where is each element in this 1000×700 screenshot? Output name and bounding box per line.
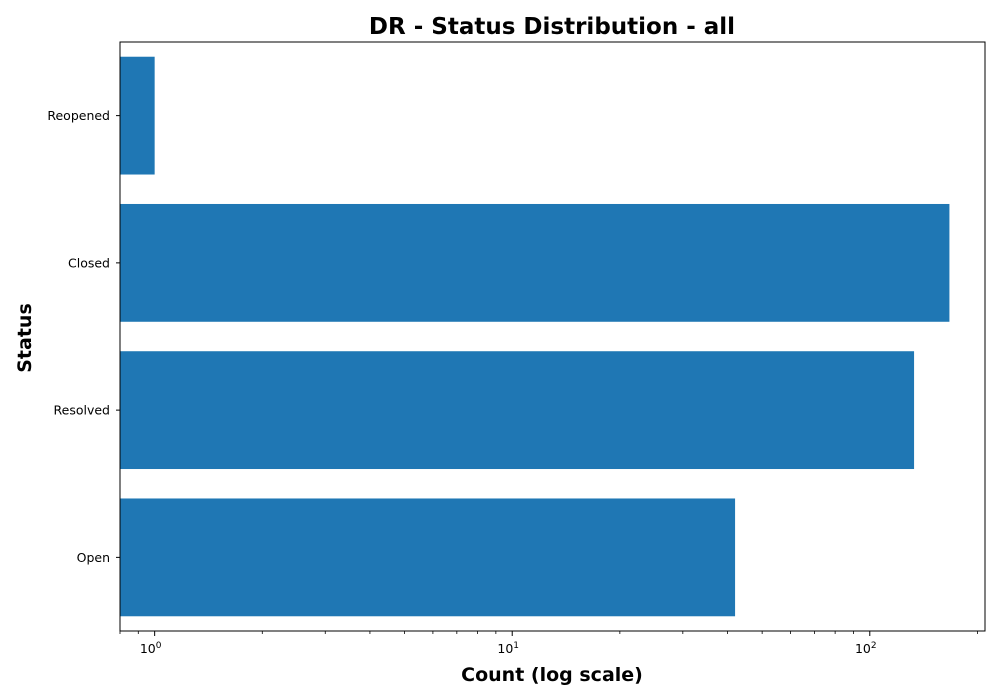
x-tick-label: 100 (140, 641, 162, 656)
x-axis-label: Count (log scale) (461, 664, 643, 686)
x-ticks-group: 100 101 102 (119, 631, 978, 656)
y-tick-label: Closed (68, 255, 110, 270)
bar-resolved (120, 351, 915, 470)
y-tick-label: Reopened (47, 108, 110, 123)
y-tick-label: Resolved (54, 403, 110, 418)
bar-open (120, 498, 736, 617)
x-tick-label: 102 (855, 641, 877, 656)
y-axis-label: Status (14, 303, 36, 373)
plot-area-frame (119, 41, 986, 632)
bars-group (120, 56, 950, 617)
bar-reopened (120, 56, 155, 175)
y-ticks-group: Open Resolved Closed Reopened (47, 108, 120, 565)
chart-title: DR - Status Distribution - all (369, 14, 735, 40)
x-tick-label: 101 (497, 641, 519, 656)
y-tick-label: Open (77, 550, 110, 565)
bar-closed (120, 203, 950, 322)
